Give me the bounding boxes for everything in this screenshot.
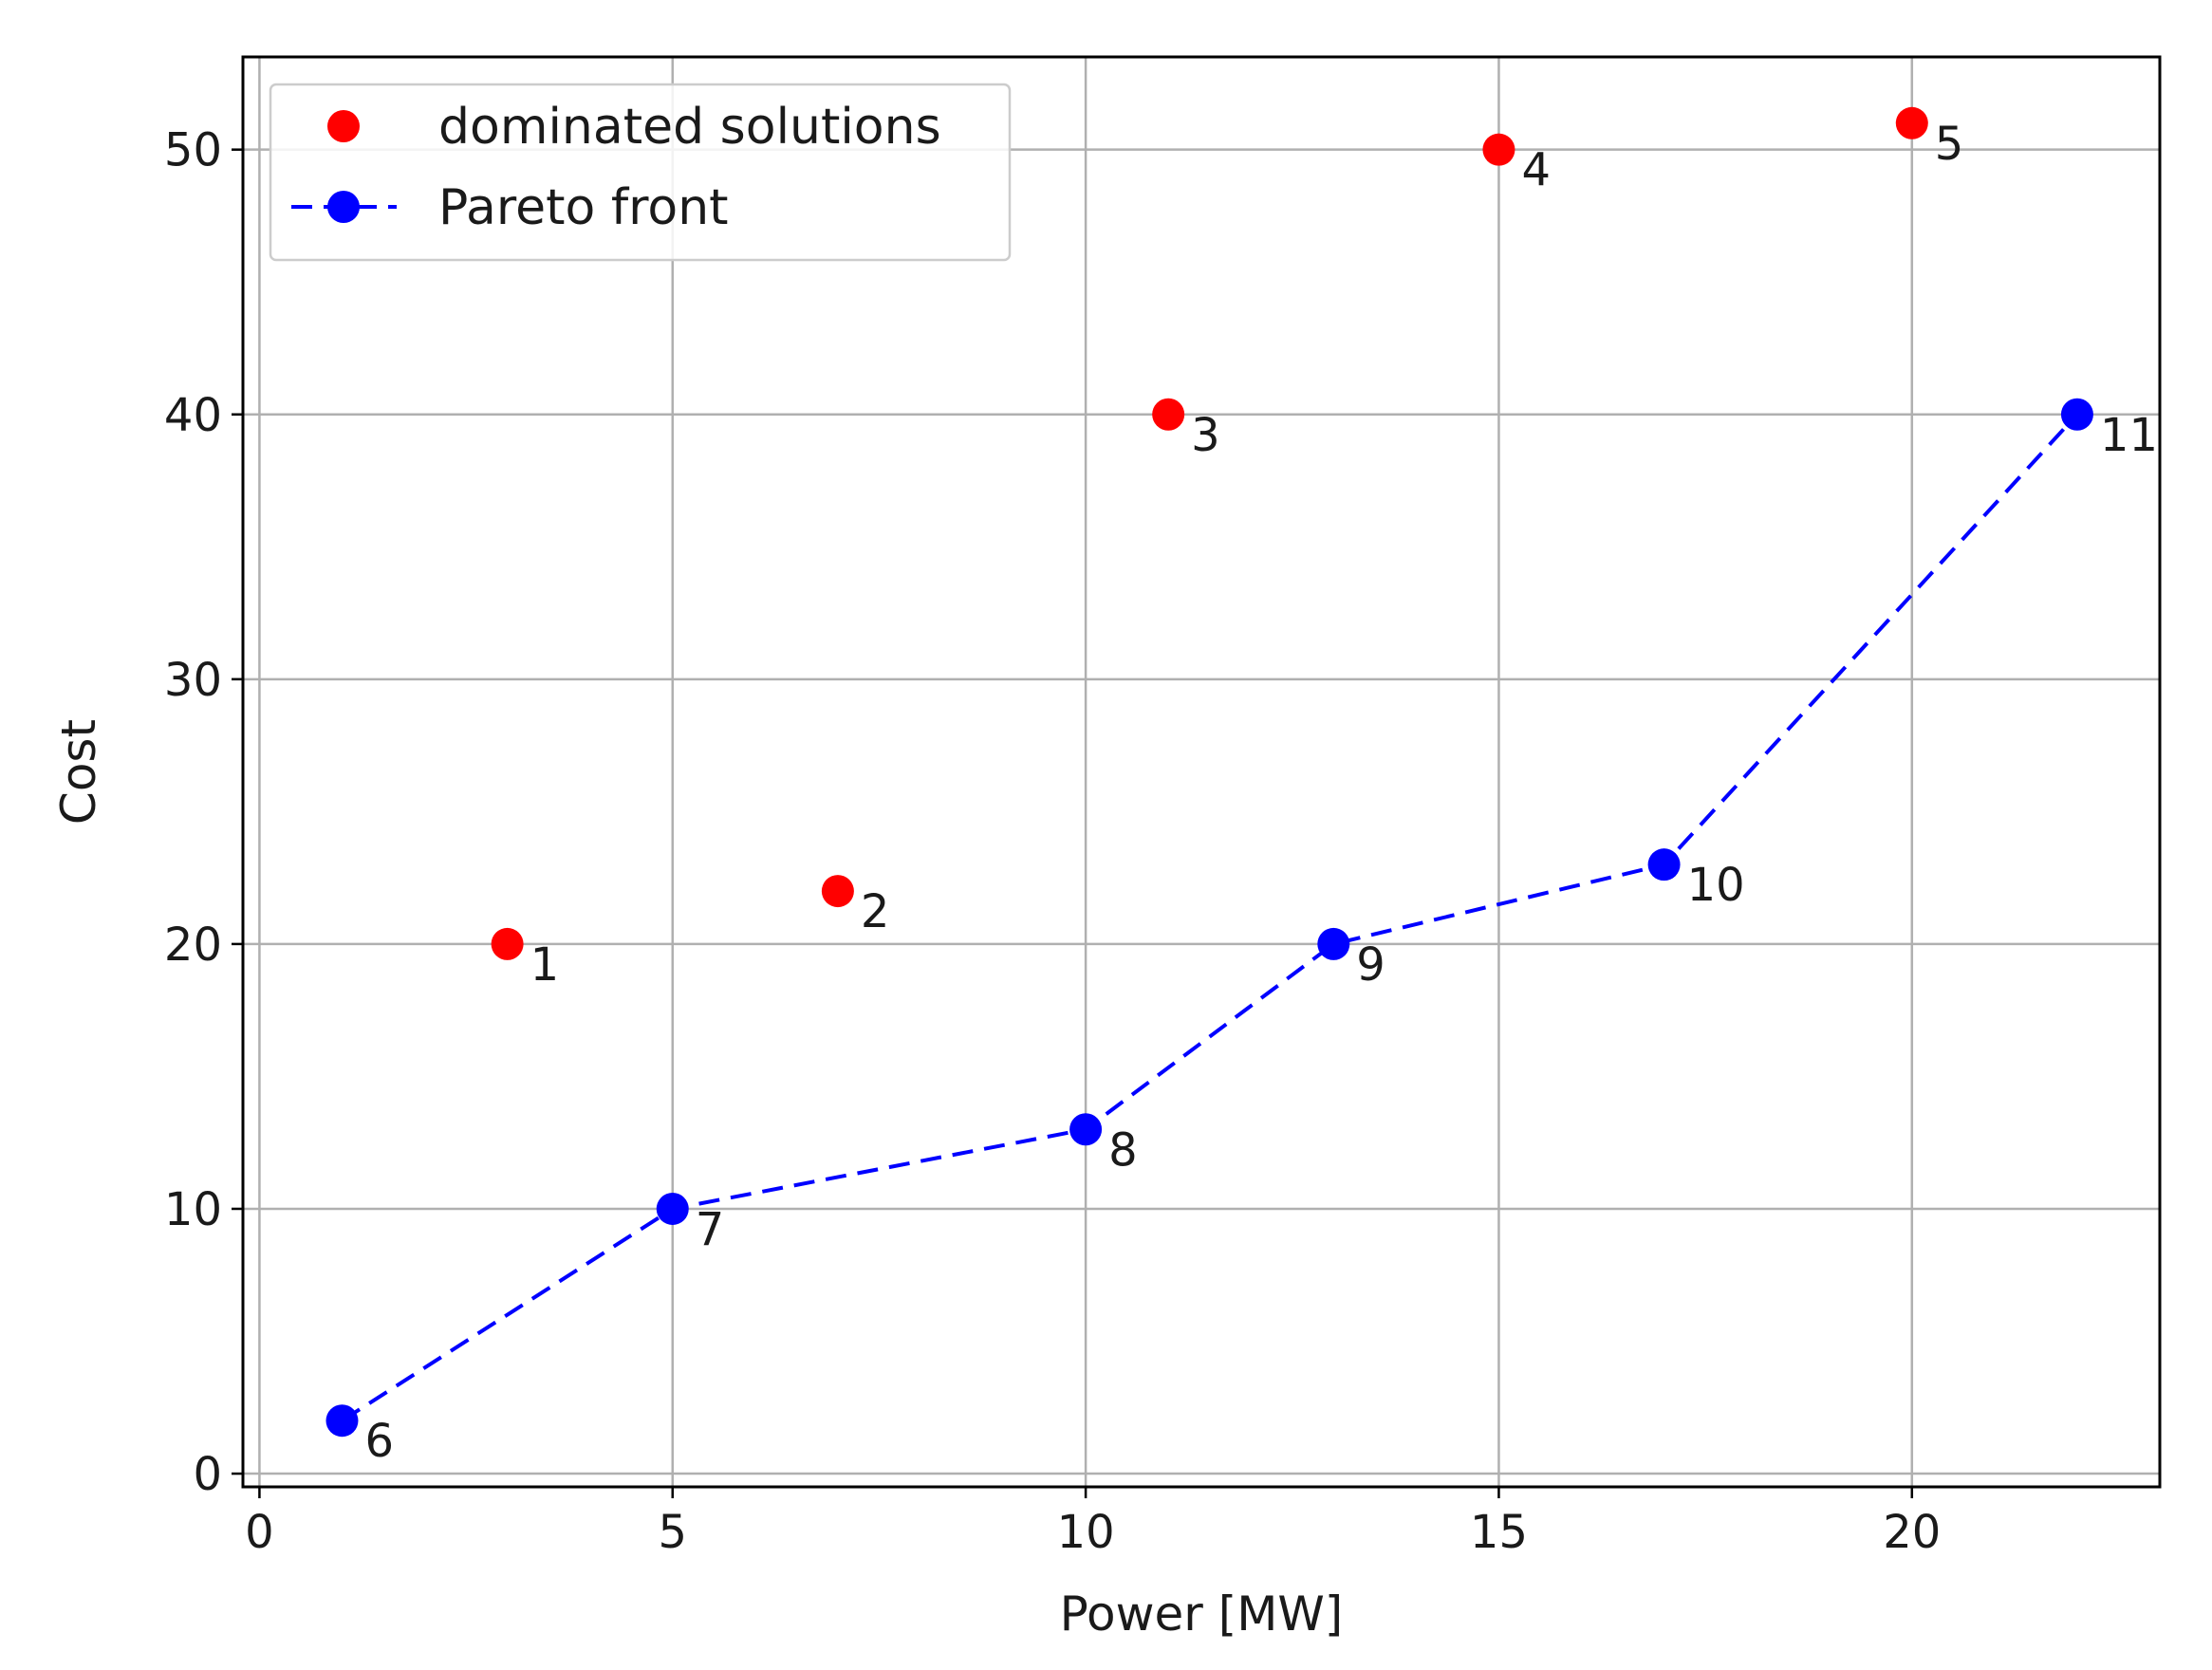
point-label-8: 8 xyxy=(1108,1123,1138,1177)
point-label-2: 2 xyxy=(861,885,890,938)
plot-frame xyxy=(241,55,2162,1489)
point-label-5: 5 xyxy=(1935,118,1964,171)
pareto-front-line xyxy=(341,413,2079,1422)
point-label-4: 4 xyxy=(1521,144,1551,197)
dominated-point-1 xyxy=(491,927,524,960)
y-tick-label: 30 xyxy=(164,654,222,707)
y-tick-label: 0 xyxy=(193,1448,222,1501)
y-axis-label: Cost xyxy=(51,719,106,825)
grid-layer xyxy=(243,57,2160,1487)
pareto-point-8 xyxy=(1069,1113,1103,1146)
legend-marker-pareto xyxy=(327,191,360,223)
dominated-point-2 xyxy=(821,875,854,908)
point-label-11: 11 xyxy=(2100,409,2158,462)
y-tick-label: 10 xyxy=(164,1183,222,1236)
x-tick-label: 10 xyxy=(1057,1506,1115,1559)
x-tick-label: 5 xyxy=(658,1506,687,1559)
legend-label-dominated: dominated solutions xyxy=(438,99,941,156)
legend-box xyxy=(269,83,1012,262)
pareto-point-11 xyxy=(2060,398,2093,431)
y-tick-label: 40 xyxy=(164,389,222,442)
legend: dominated solutions Pareto front xyxy=(269,83,1012,262)
pareto-point-10 xyxy=(1647,848,1681,881)
axes-layer xyxy=(241,55,2162,1489)
dominated-point-3 xyxy=(1152,398,1185,431)
point-label-6: 6 xyxy=(364,1415,394,1468)
pareto-point-6 xyxy=(325,1404,359,1438)
point-label-1: 1 xyxy=(530,938,560,992)
pareto-point-7 xyxy=(656,1192,689,1225)
x-axis-ticks: 0 5 10 15 20 xyxy=(245,1487,1941,1559)
dominated-point-5 xyxy=(1895,106,1928,139)
point-labels: 1 2 3 4 5 6 7 8 9 10 11 xyxy=(364,118,2158,1468)
point-label-9: 9 xyxy=(1356,938,1385,992)
x-tick-label: 20 xyxy=(1883,1506,1941,1559)
x-tick-label: 15 xyxy=(1470,1506,1528,1559)
legend-label-pareto: Pareto front xyxy=(438,179,729,236)
x-tick-label: 0 xyxy=(245,1506,274,1559)
point-label-10: 10 xyxy=(1687,859,1745,912)
y-tick-label: 50 xyxy=(164,124,222,177)
y-axis-ticks: 0 10 20 30 40 50 xyxy=(164,124,243,1501)
x-axis-label: Power [MW] xyxy=(1060,1586,1344,1642)
pareto-point-9 xyxy=(1317,927,1350,960)
y-tick-label: 20 xyxy=(164,918,222,972)
point-label-3: 3 xyxy=(1191,409,1220,462)
point-label-7: 7 xyxy=(696,1203,725,1256)
legend-marker-dominated xyxy=(327,110,360,142)
series-layer xyxy=(325,106,2093,1438)
dominated-point-4 xyxy=(1482,133,1515,166)
